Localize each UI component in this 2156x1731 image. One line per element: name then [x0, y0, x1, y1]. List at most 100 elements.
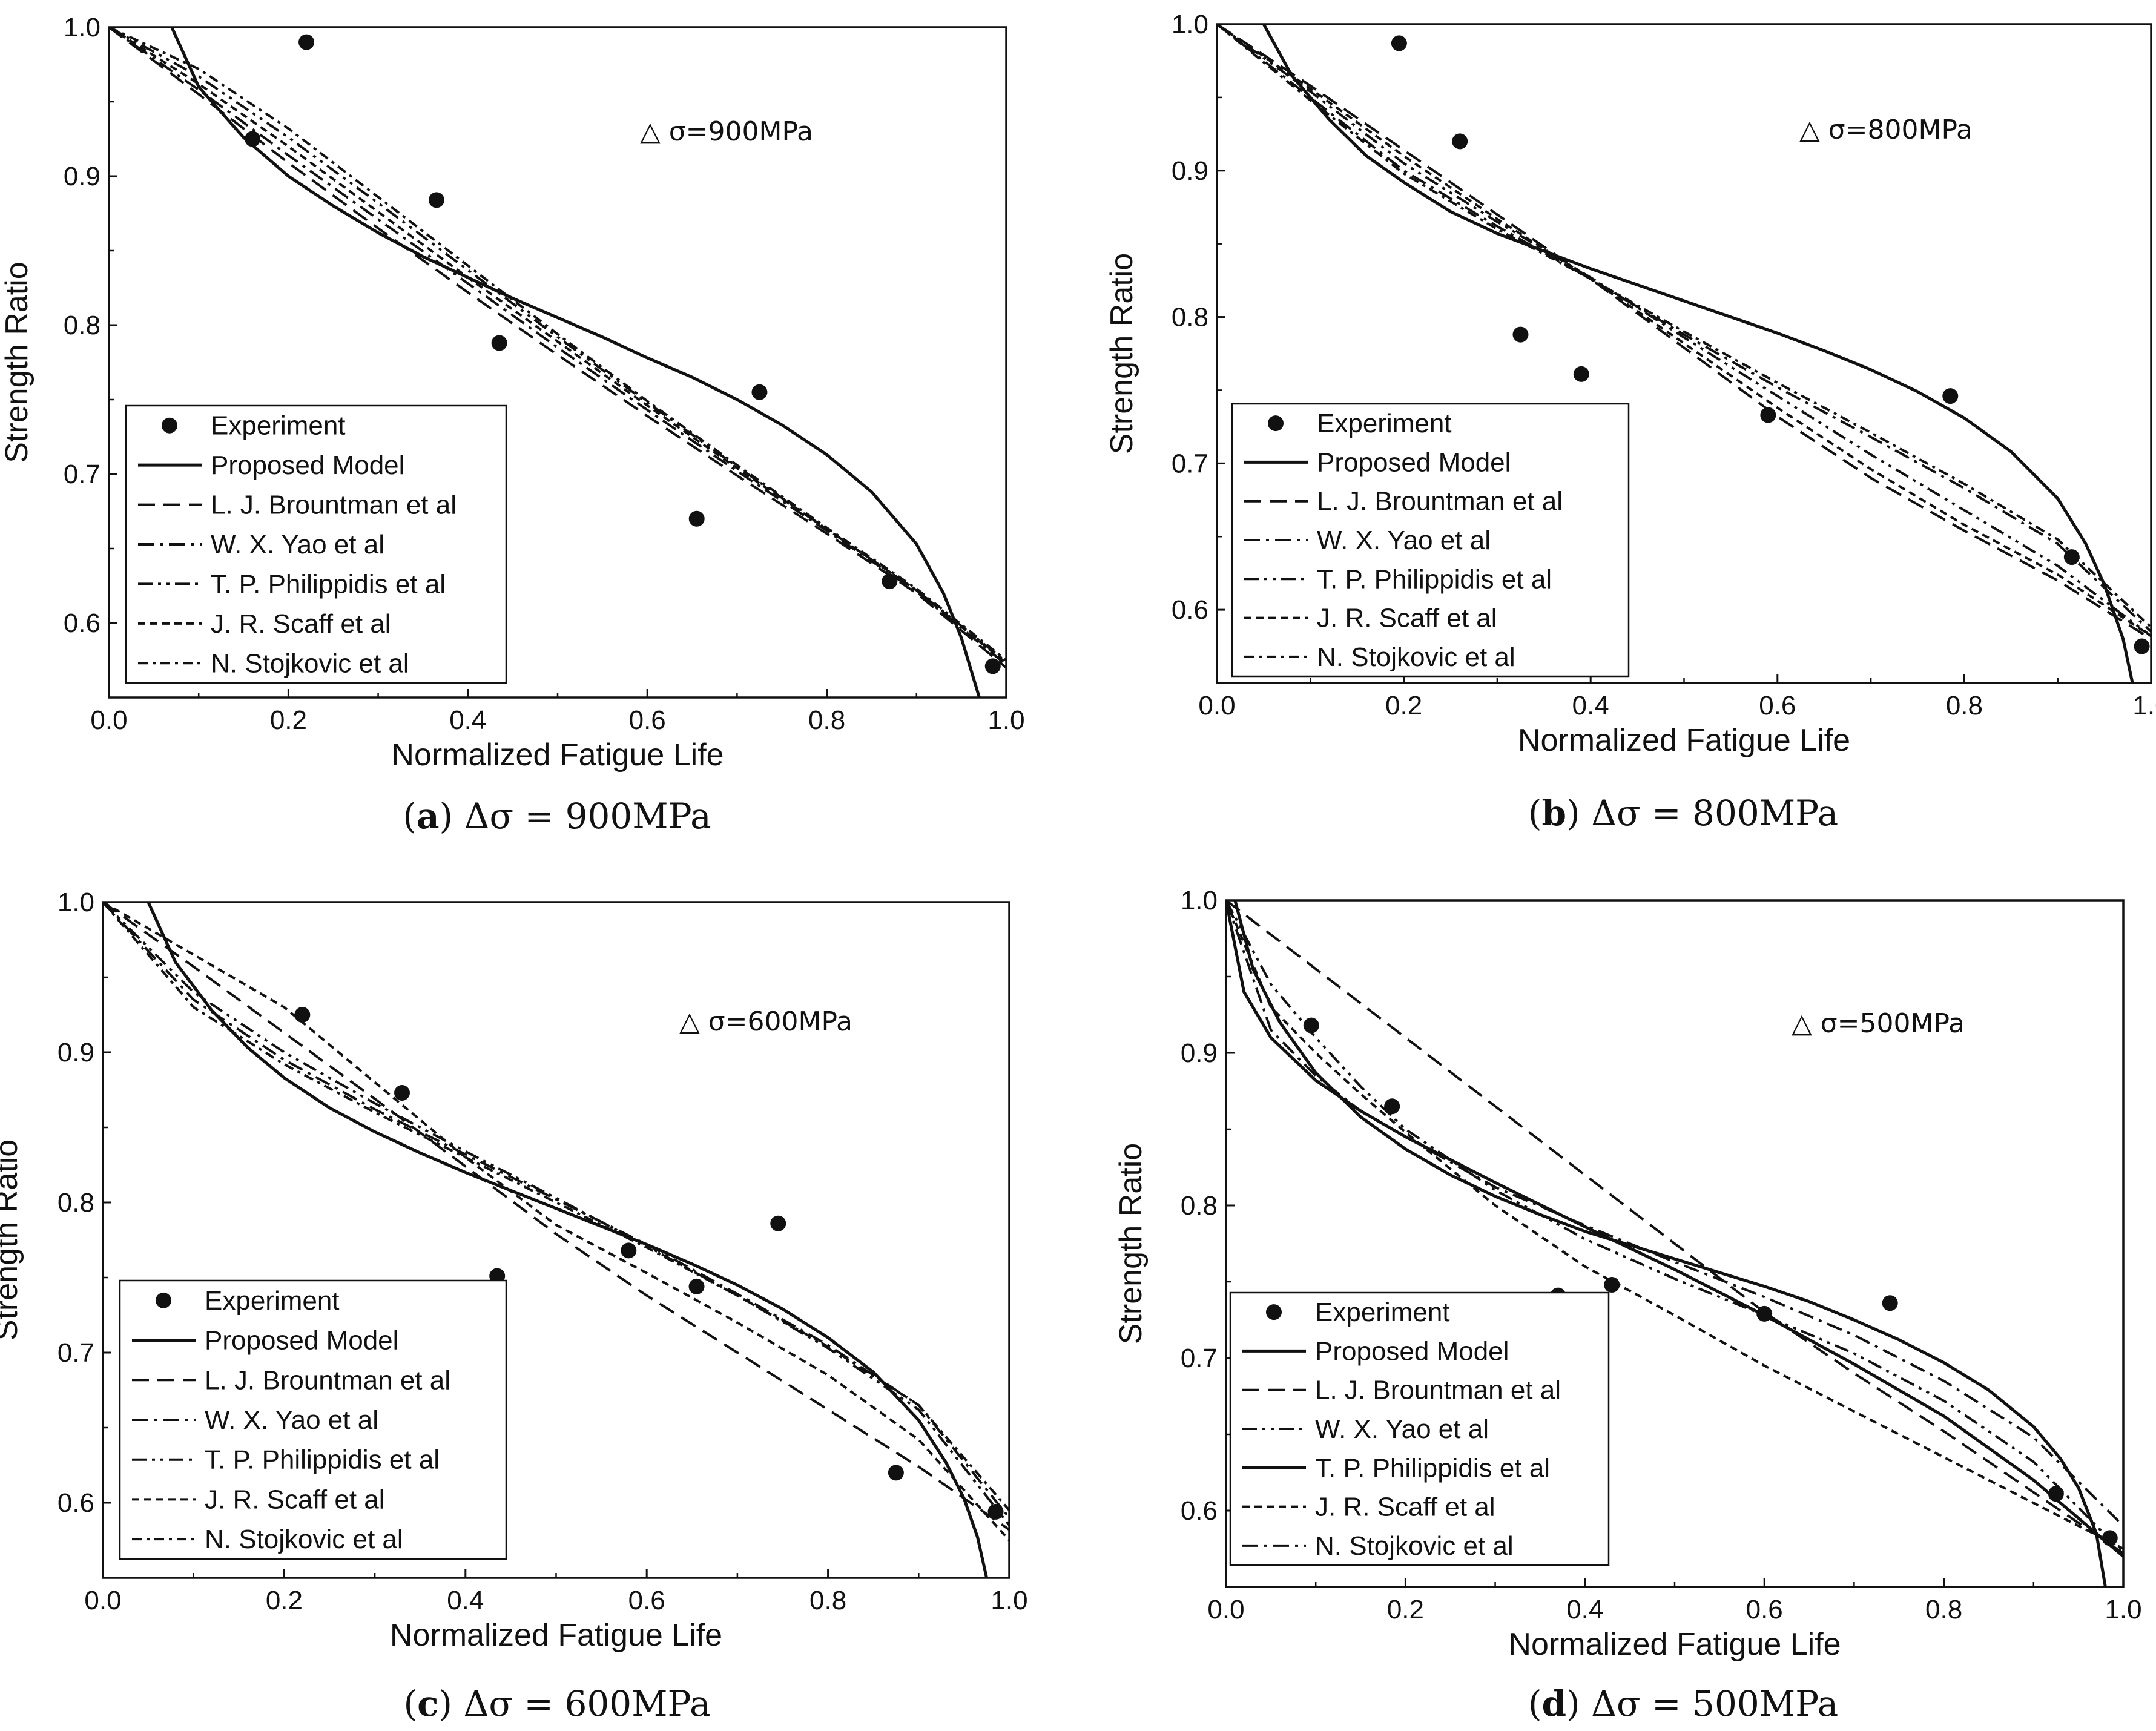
- x-tick-label: 1.0: [987, 705, 1024, 735]
- y-axis-label: Strength Ratio: [0, 1139, 24, 1340]
- x-tick-label: 0.6: [1746, 1595, 1783, 1624]
- x-tick-label: 0.4: [1566, 1595, 1603, 1624]
- experiment-point: [1512, 326, 1529, 343]
- series-line-4: [1217, 24, 2151, 638]
- legend-label: Experiment: [211, 411, 346, 441]
- experiment-point: [2063, 549, 2080, 565]
- experiment-point: [2048, 1486, 2064, 1502]
- plot-frame: [1225, 899, 2125, 1588]
- caption-paren-open: (: [403, 796, 417, 837]
- caption-paren-open: (: [403, 1683, 417, 1724]
- plot-frame: [102, 901, 1010, 1579]
- x-axis-label: Normalized Fatigue Life: [390, 1618, 722, 1653]
- experiment-point: [428, 192, 444, 208]
- series-line-4: [109, 27, 1006, 664]
- panel-a: 0.0 0.2 0.4 0.6 0.8 1.0 0.6 0.7 0.8 0.9 1.0 Normali…: [0, 13, 1025, 837]
- legend-label: N. Stojkovic et al: [1317, 642, 1515, 672]
- experiment-point: [987, 1503, 1004, 1520]
- series-line-5: [109, 27, 1006, 662]
- panel-b: 0.0 0.2 0.4 0.6 0.8 1.0 0.6 0.7 0.8 0.9 1.0 Normali…: [1104, 10, 2156, 834]
- y-tick-label: 0.9: [64, 162, 101, 191]
- caption-paren-open: (: [1528, 1683, 1542, 1724]
- legend-box: [125, 404, 507, 684]
- experiment-point: [770, 1215, 786, 1231]
- legend-label: T. P. Philippidis et al: [1315, 1453, 1550, 1483]
- series-line-3: [1226, 900, 2123, 1558]
- legend-box: [119, 1279, 507, 1560]
- legend-label: L. J. Brountman et al: [211, 490, 457, 520]
- plot-area: [1226, 900, 2123, 1587]
- legend-label: L. J. Brountman et al: [1315, 1376, 1561, 1405]
- panel-caption: (d) Δσ = 500MPa: [1528, 1683, 1838, 1724]
- y-axis-label: Strength Ratio: [0, 262, 35, 463]
- caption-paren-close: ): [440, 796, 464, 837]
- legend-label: W. X. Yao et al: [1315, 1414, 1489, 1444]
- legend-label: Experiment: [1317, 409, 1452, 438]
- x-tick-label: 0.0: [1207, 1595, 1244, 1624]
- series-line-1: [1226, 900, 2123, 1555]
- x-tick-label: 1.0: [991, 1586, 1027, 1615]
- experiment-point: [1303, 1017, 1319, 1034]
- x-tick-label: 1.0: [2132, 691, 2156, 720]
- experiment-point: [1942, 388, 1959, 404]
- legend-label: W. X. Yao et al: [1317, 526, 1491, 555]
- experiment-point: [888, 1465, 904, 1481]
- panel-caption: (b) Δσ = 800MPa: [1528, 793, 1838, 834]
- legend-label: N. Stojkovic et al: [1315, 1531, 1514, 1561]
- y-tick-label: 0.9: [1181, 1038, 1218, 1068]
- caption-text: Δσ = 900MPa: [464, 796, 711, 837]
- caption-text: Δσ = 500MPa: [1591, 1683, 1838, 1724]
- plot-title: △ σ=900MPa: [640, 116, 813, 147]
- experiment-point: [984, 658, 1001, 674]
- y-tick-label: 1.0: [64, 13, 101, 42]
- y-tick-label: 0.7: [64, 460, 101, 489]
- caption-paren-close: ): [438, 1683, 463, 1724]
- experiment-point: [1604, 1277, 1620, 1293]
- experiment-point: [298, 34, 315, 50]
- y-tick-label: 0.6: [64, 608, 101, 638]
- legend-marker-experiment: [1268, 415, 1284, 432]
- experiment-point: [294, 1007, 311, 1023]
- y-tick-label: 0.9: [58, 1038, 94, 1067]
- caption-letter: c: [417, 1683, 438, 1724]
- plot-frame: [108, 26, 1007, 699]
- legend-label: L. J. Brountman et al: [205, 1365, 450, 1395]
- legend-label: N. Stojkovic et al: [211, 648, 409, 678]
- experiment-point: [394, 1084, 410, 1101]
- caption-letter: b: [1541, 793, 1566, 834]
- legend-marker-experiment: [1266, 1304, 1282, 1321]
- plot-title: △ σ=800MPa: [1799, 114, 1973, 145]
- y-tick-label: 0.6: [1181, 1496, 1218, 1526]
- experiment-point: [688, 1278, 705, 1294]
- y-tick-label: 0.9: [1172, 156, 1208, 186]
- legend: Experiment Proposed Model L. J. Brountman …: [119, 1279, 507, 1560]
- caption-paren-close: ): [1566, 1683, 1591, 1724]
- y-tick-label: 0.6: [58, 1488, 94, 1518]
- plot-title: △ σ=600MPa: [679, 1006, 852, 1037]
- legend-label: J. R. Scaff et al: [1317, 604, 1497, 633]
- legend: Experiment Proposed Model L. J. Brountman …: [1231, 403, 1630, 678]
- caption-text: Δσ = 800MPa: [1591, 793, 1838, 834]
- y-tick-label: 0.8: [1172, 303, 1208, 332]
- legend-label: L. J. Brountman et al: [1317, 487, 1563, 516]
- x-axis-label: Normalized Fatigue Life: [1518, 723, 1850, 758]
- experiment-point: [491, 335, 507, 351]
- x-tick-label: 0.8: [809, 1586, 846, 1615]
- legend-label: J. R. Scaff et al: [1315, 1492, 1495, 1522]
- experiment-point: [1573, 366, 1589, 382]
- experiment-point: [1452, 133, 1468, 150]
- series-line-0: [1233, 900, 2107, 1587]
- legend-label: W. X. Yao et al: [205, 1405, 378, 1435]
- legend-label: Proposed Model: [211, 450, 404, 480]
- x-tick-label: 0.4: [1572, 691, 1609, 720]
- legend: Experiment Proposed Model L. J. Brountman …: [1229, 1291, 1610, 1566]
- legend-marker-experiment: [162, 417, 177, 434]
- plot-area: [103, 902, 1009, 1578]
- plot-frame: [1216, 23, 2152, 684]
- legend-label: Proposed Model: [1317, 447, 1511, 477]
- x-tick-label: 0.0: [1198, 691, 1235, 720]
- y-tick-label: 0.6: [1172, 595, 1208, 625]
- series-line-2: [1217, 24, 2151, 633]
- series-line-4: [1226, 900, 2123, 1550]
